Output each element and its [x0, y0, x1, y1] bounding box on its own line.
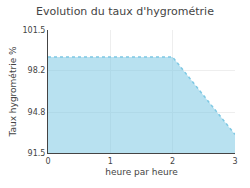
- svg-text:101.5: 101.5: [22, 26, 45, 35]
- svg-text:91.5: 91.5: [28, 149, 46, 158]
- svg-text:2: 2: [170, 157, 175, 166]
- svg-text:0: 0: [45, 157, 50, 166]
- svg-text:heure par heure: heure par heure: [105, 167, 178, 177]
- svg-text:1: 1: [108, 157, 113, 166]
- svg-text:3: 3: [232, 157, 237, 166]
- svg-text:98.2: 98.2: [28, 66, 46, 75]
- svg-text:94.8: 94.8: [28, 108, 46, 117]
- svg-text:Evolution du taux d'hygrométri: Evolution du taux d'hygrométrie: [36, 5, 214, 18]
- svg-text:Taux hygrométrie %: Taux hygrométrie %: [8, 46, 18, 138]
